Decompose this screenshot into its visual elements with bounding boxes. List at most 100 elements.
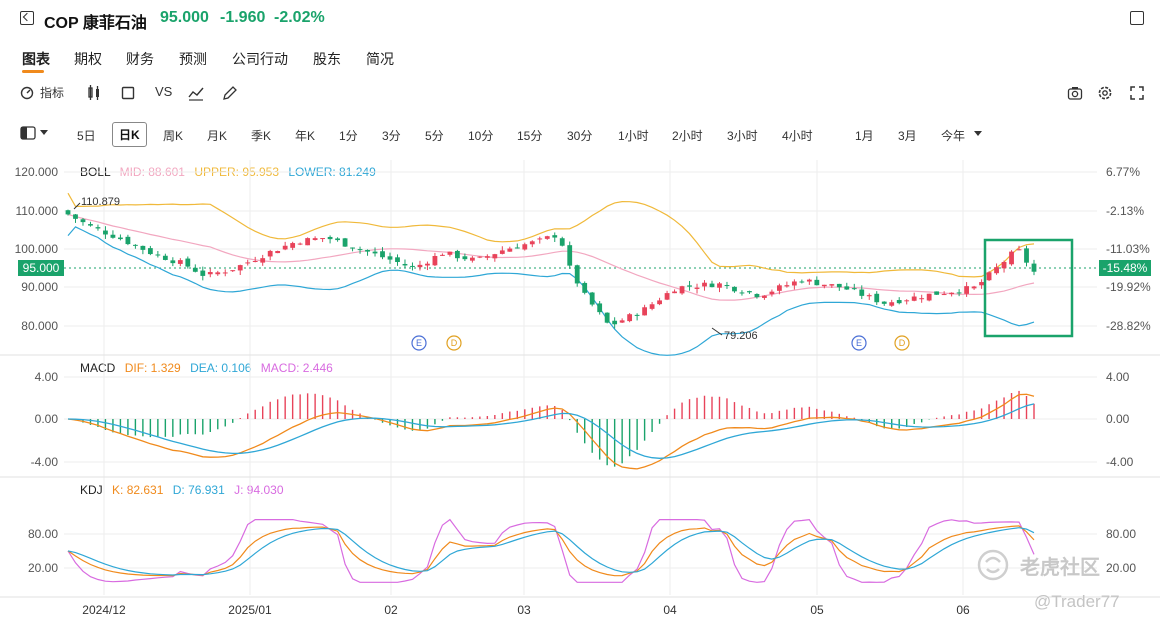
tab-chart[interactable]: 图表 [22,51,50,67]
period-1h[interactable]: 1小时 [618,129,649,143]
square-draw-icon[interactable] [121,86,135,100]
earnings-marker[interactable] [411,335,427,351]
highlight-box [983,238,1074,338]
tab-shareholders[interactable]: 股东 [313,51,341,67]
macd-dif: DIF: 1.329 [124,361,181,375]
candle-body [275,251,281,254]
x-tick: 04 [663,603,677,617]
period-3h[interactable]: 3小时 [727,129,758,143]
candle-body [1001,261,1007,269]
kdj-k: K: 82.631 [112,483,164,497]
tab-financials[interactable]: 财务 [126,51,154,67]
candle-body [687,285,692,287]
pct-tick: -28.82% [1106,319,1151,333]
earnings-marker[interactable] [851,335,867,351]
period-yearly[interactable]: 年K [295,129,316,143]
candle-body [185,258,191,267]
boll-lower-line [67,226,1035,356]
candle-body [806,279,812,282]
period-quarterly[interactable]: 季K [251,129,272,143]
candle-body [1009,251,1014,265]
candle-body [559,238,565,246]
period-5d[interactable]: 5日 [77,129,96,143]
indicator-gauge-icon[interactable] [20,86,34,100]
period-2h[interactable]: 2小时 [672,129,703,143]
candle-body [979,282,984,286]
period-1month[interactable]: 1月 [855,129,874,143]
compare-vs-button[interactable]: VS [155,84,173,99]
period-3month[interactable]: 3月 [898,129,917,143]
x-tick: 02 [384,603,398,617]
candle-body [425,263,430,266]
dividend-marker[interactable] [894,335,910,351]
candle-body [769,291,775,295]
candle-body [934,291,940,295]
chart-toolbar: 指标 VS [0,80,1160,106]
period-3min[interactable]: 3分 [382,129,401,143]
pen-draw-icon[interactable] [222,85,238,101]
candle-body [881,301,887,304]
macd-tick-right: 0.00 [1106,412,1130,426]
macd-label: MACD [80,361,116,375]
chart-canvas[interactable]: 120.000 110.000 100.000 90.000 80.000 6.… [0,150,1160,628]
candle-body [994,267,999,274]
candlestick-type-icon[interactable] [87,85,101,101]
period-4h[interactable]: 4小时 [782,129,813,143]
candle-body [462,256,468,260]
candle-body [230,270,236,272]
trend-chart-icon[interactable] [188,85,204,101]
period-1min[interactable]: 1分 [339,129,358,143]
candle-body [484,256,490,258]
indicator-button[interactable]: 指标 [40,86,65,100]
high-label: 110.879 [81,196,120,208]
layout-toggle-icon[interactable] [20,126,36,140]
candle-body [574,265,580,284]
candle-body [619,320,625,323]
chevron-down-icon[interactable] [40,130,48,136]
candle-body [874,293,880,303]
candle-body [477,256,483,258]
period-daily[interactable]: 日K [112,122,147,147]
kdj-tick: 80.00 [28,527,58,541]
kdj-tick: 20.00 [28,561,58,575]
period-weekly[interactable]: 周K [163,129,184,143]
fullscreen-icon[interactable] [1129,85,1145,101]
tab-profile[interactable]: 简况 [366,51,394,67]
boll-upper-line [67,192,1035,278]
back-icon[interactable] [20,11,34,25]
period-15min[interactable]: 15分 [517,129,543,143]
period-monthly[interactable]: 月K [207,129,228,143]
candle-body [402,263,408,266]
macd-tick: -4.00 [31,455,59,469]
kdj-legend: KDJ K: 82.631 D: 76.931 J: 94.030 [80,483,284,497]
candle-body [949,292,955,295]
period-ytd[interactable]: 今年 [941,129,966,143]
candle-body [297,243,303,245]
candle-body [597,303,603,313]
candle-body [889,302,895,306]
candle-body [260,258,266,263]
tab-forecast[interactable]: 预测 [179,51,207,67]
period-5min[interactable]: 5分 [425,129,444,143]
candle-body [222,272,228,274]
collapse-panel-icon[interactable] [1130,11,1144,25]
candle-body [926,293,932,301]
dividend-marker[interactable] [446,335,462,351]
tab-options[interactable]: 期权 [74,51,102,67]
candle-body [612,320,618,325]
candle-body [896,300,902,304]
period-30min[interactable]: 30分 [567,129,593,143]
x-tick: 05 [810,603,824,617]
settings-gear-icon[interactable] [1097,85,1113,101]
candlestick-series [65,209,1037,329]
ytd-dropdown-icon[interactable] [974,131,982,137]
low-marker-line [711,327,723,336]
period-10min[interactable]: 10分 [468,129,494,143]
candle-body [103,230,108,235]
event-markers[interactable]: E D E D [411,335,910,351]
candle-body [836,283,842,288]
camera-icon[interactable] [1067,85,1083,101]
tab-corporate-actions[interactable]: 公司行动 [232,51,288,67]
candle-body [95,227,101,229]
watermark-user: @Trader77 [1034,592,1120,611]
